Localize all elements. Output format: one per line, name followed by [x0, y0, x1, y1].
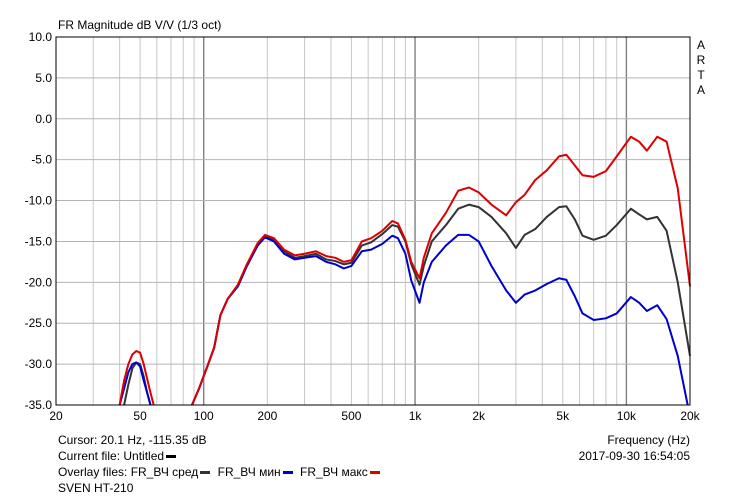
series-line-1-segment-0	[118, 361, 152, 406]
y-tick-label: 10.0	[29, 30, 53, 44]
x-tick-label: 100	[194, 409, 214, 423]
timestamp: 2017-09-30 16:54:05	[578, 449, 690, 463]
x-tick-label: 20k	[680, 409, 700, 423]
y-tick-label: -30.0	[25, 357, 53, 371]
x-tick-label: 500	[341, 409, 361, 423]
series-line-2-segment-1	[191, 135, 691, 406]
y-tick-label: -20.0	[25, 275, 53, 289]
x-axis-label: Frequency (Hz)	[607, 433, 690, 447]
arta-letter-3: A	[696, 83, 705, 97]
frequency-response-chart: 10.0 5.0 0.0 -5.0 -10.0 -15.0 -20.0 -25.0 -30.0 -…	[25, 30, 701, 423]
overlay-prefix: Overlay files:	[58, 465, 128, 479]
plot-border	[55, 36, 691, 406]
arta-letter-1: R	[696, 53, 706, 67]
current-file-line: Current file: Untitled	[58, 449, 180, 463]
y-tick-label: -35.0	[25, 398, 53, 412]
y-tick-label: -10.0	[25, 194, 53, 208]
y-tick-label: 0.0	[35, 112, 52, 126]
chart-title: FR Magnitude dB V/V (1/3 oct)	[58, 18, 222, 32]
y-tick-label: -15.0	[25, 234, 53, 248]
model-name: SVEN HT-210	[58, 481, 134, 495]
arta-letter-0: A	[696, 38, 705, 52]
x-tick-label: 10k	[617, 409, 637, 423]
x-tick-label: 200	[257, 409, 277, 423]
overlay-item-0: FR_ВЧ сред	[130, 465, 199, 479]
overlay-item-1: FR_ВЧ мин	[217, 465, 281, 479]
y-tick-label: 5.0	[35, 71, 52, 85]
x-tick-label: 50	[133, 409, 147, 423]
y-tick-label: -5.0	[31, 153, 52, 167]
current-file-swatch	[166, 455, 177, 459]
overlay-files-line: Overlay files: FR_ВЧ сред FR_ВЧ мин FR_В…	[58, 465, 384, 479]
overlay-swatch-2	[369, 471, 380, 475]
overlay-swatch-0	[200, 471, 211, 475]
x-tick-label: 1k	[409, 409, 423, 423]
current-file-text: Current file: Untitled	[58, 449, 165, 463]
x-tick-label: 5k	[556, 409, 570, 423]
y-tick-label: -25.0	[25, 316, 53, 330]
overlay-swatch-1	[282, 471, 293, 475]
series-line-2-segment-0	[118, 350, 155, 406]
overlay-item-2: FR_ВЧ макс	[300, 465, 368, 479]
plot-area	[56, 37, 690, 405]
arta-letter-2: T	[697, 68, 705, 82]
cursor-readout: Cursor: 20.1 Hz, -115.35 dB	[58, 433, 207, 447]
x-tick-label: 2k	[472, 409, 486, 423]
series-line-1-segment-1	[191, 233, 689, 406]
x-tick-label: 20	[49, 409, 63, 423]
